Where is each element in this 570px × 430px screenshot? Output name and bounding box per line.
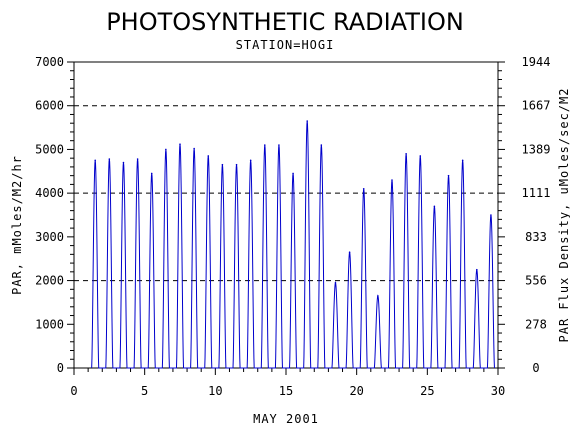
par-series-line [91,120,495,369]
daily-peak-point [334,281,337,284]
daily-peak-point [461,159,464,162]
y2-tick-label: 1389 [522,142,551,156]
y-tick-label: 3000 [35,230,64,244]
y2-tick-label: 556 [525,274,547,288]
daily-peak-point [221,163,224,166]
x-axis-label: MAY 2001 [253,412,319,426]
y2-tick-label: 1944 [522,55,551,69]
daily-peak-point [490,214,492,216]
daily-peak-point [264,144,266,146]
daily-peak-point [348,251,351,253]
axis-layer: 0 5 10 15 20 25 30 0 1000 2000 3000 4000 5000 6000 700… [35,55,550,398]
y2-axis-label: PAR Flux Density, uMoles/sec/M2 [557,88,570,343]
daily-peak-point [362,187,365,190]
chart-title: PHOTOSYNTHETIC RADIATION [106,8,464,36]
plot-frame [73,61,499,369]
daily-peak-point [292,172,294,175]
daily-peak-point [108,158,111,160]
y2-tick-label: 0 [532,361,539,375]
x-tick-label: 25 [420,384,434,398]
y-tick-label: 4000 [35,186,64,200]
x-tick-label: 30 [491,384,505,398]
y-tick-label: 2000 [35,274,64,288]
daily-peak-point [391,179,393,181]
daily-peak-point [235,163,238,166]
daily-peak-point [249,159,252,162]
daily-peak-point [207,155,210,157]
daily-peak-point [136,158,139,160]
chart-subtitle: STATION=HOGI [236,38,335,52]
y2-tick-label: 833 [525,230,547,244]
daily-peak-point [476,268,478,271]
y-tick-label: 6000 [35,99,64,113]
x-tick-label: 15 [279,384,293,398]
daily-peak-point [193,147,195,150]
x-tick-label: 5 [141,384,148,398]
grid-layer [74,105,498,282]
daily-peak-point [405,153,407,155]
x-tick-label: 10 [208,384,222,398]
daily-peak-point [122,161,125,164]
y2-tick-label: 278 [525,317,547,331]
daily-peak-point [179,143,181,145]
daily-peak-point [94,159,96,162]
y2-tick-label: 1111 [522,186,551,200]
daily-peak-point [278,144,280,146]
y-tick-label: 5000 [35,142,64,156]
daily-peak-point [320,144,323,146]
series-layer [91,120,495,369]
y-tick-label: 7000 [35,55,64,69]
daily-peak-point [165,148,167,151]
daily-peak-point [419,155,422,157]
daily-peak-point [447,174,450,177]
y-tick-label: 0 [57,361,64,375]
y-tick-label: 1000 [35,317,64,331]
x-tick-label: 20 [349,384,363,398]
daily-peak-point [306,120,309,122]
y2-tick-label: 1667 [522,99,551,113]
daily-peak-point [150,172,153,175]
x-tick-label: 0 [70,384,77,398]
y-axis-label: PAR, mMoles/M2/hr [10,155,24,295]
daily-peak-point [377,295,379,297]
daily-peak-point [433,205,436,208]
